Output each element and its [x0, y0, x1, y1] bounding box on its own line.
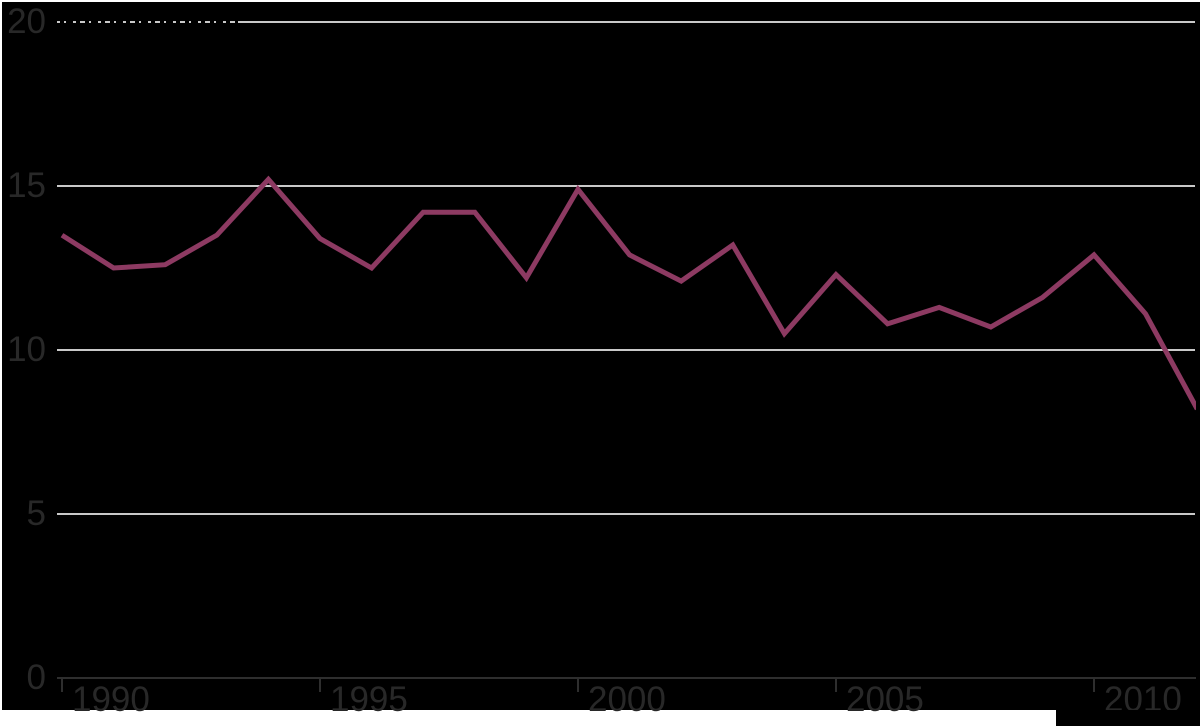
x-tick-label: 2000 [588, 680, 666, 719]
gridline-y-20 [57, 21, 1195, 23]
y-tick-label: 10 [7, 330, 46, 369]
bottom-right-black-box [1056, 710, 1200, 726]
x-tick-label: 1990 [72, 680, 150, 719]
y-tick-label: 15 [7, 166, 46, 205]
x-tick-label: 1995 [330, 680, 408, 719]
chart-background [2, 2, 1200, 710]
data-line [60, 175, 1196, 411]
gridline-y-15 [57, 185, 1195, 187]
x-tick-1990 [61, 679, 63, 692]
x-tick-2005 [835, 679, 837, 692]
x-tick-2000 [577, 679, 579, 692]
x-tick-2010 [1093, 679, 1095, 692]
y-tick-label: 0 [26, 658, 46, 697]
x-tick-1995 [319, 679, 321, 692]
obscured-title-artifact [60, 16, 238, 28]
y-tick-label: 5 [26, 494, 46, 533]
x-axis-line [57, 677, 1196, 679]
y-tick-label: 20 [7, 2, 46, 41]
gridline-y-10 [57, 349, 1195, 351]
x-tick-label: 2005 [846, 680, 924, 719]
gridline-y-5 [57, 513, 1195, 515]
